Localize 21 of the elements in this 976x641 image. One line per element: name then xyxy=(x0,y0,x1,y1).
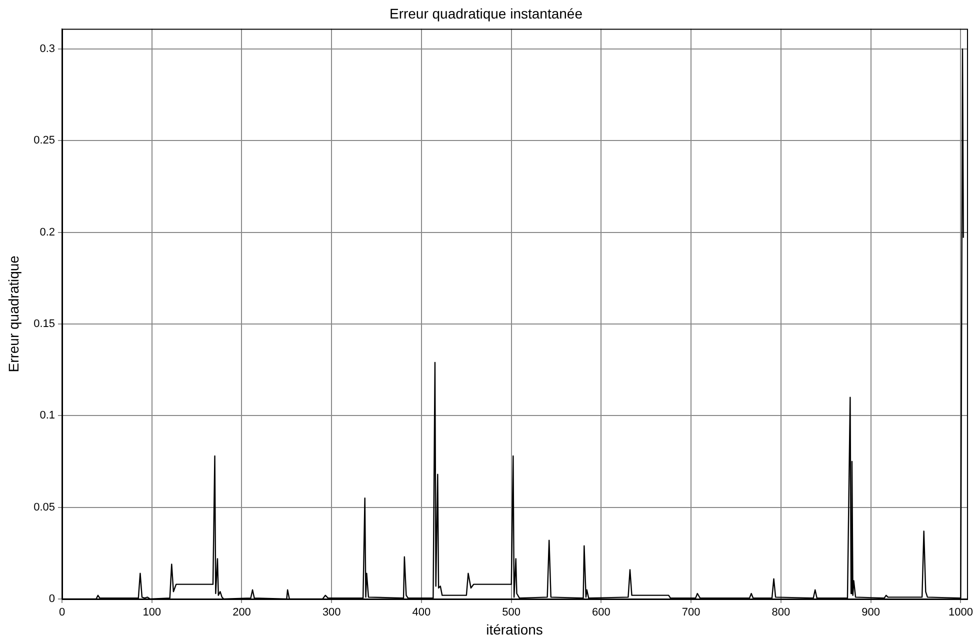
x-tick-label: 1000 xyxy=(948,606,973,619)
x-tick-label: 500 xyxy=(502,606,521,619)
x-tick-label: 100 xyxy=(142,606,162,619)
y-axis-title: Erreur quadratique xyxy=(5,255,22,372)
y-tick-label: 0.25 xyxy=(34,134,55,147)
y-tick-label: 0.15 xyxy=(34,318,55,330)
x-tick-label: 0 xyxy=(58,606,66,619)
x-tick-label: 400 xyxy=(412,606,431,619)
x-tick-label: 600 xyxy=(592,606,610,619)
x-tick-label: 300 xyxy=(322,606,341,619)
x-tick-label: 800 xyxy=(772,606,790,619)
chart-title: Erreur quadratique instantanée xyxy=(389,5,583,22)
x-tick-label: 200 xyxy=(232,606,251,619)
y-tick-label: 0.05 xyxy=(34,501,55,514)
y-tick-label: 0.2 xyxy=(40,226,55,238)
x-tick-label: 700 xyxy=(682,606,700,619)
x-tick-label: 900 xyxy=(862,606,880,619)
x-axis-title: itérations xyxy=(486,621,543,638)
y-tick-label: 0.1 xyxy=(40,410,55,422)
y-tick-label: 0.3 xyxy=(40,43,55,55)
y-tick-label: 0 xyxy=(48,593,55,606)
